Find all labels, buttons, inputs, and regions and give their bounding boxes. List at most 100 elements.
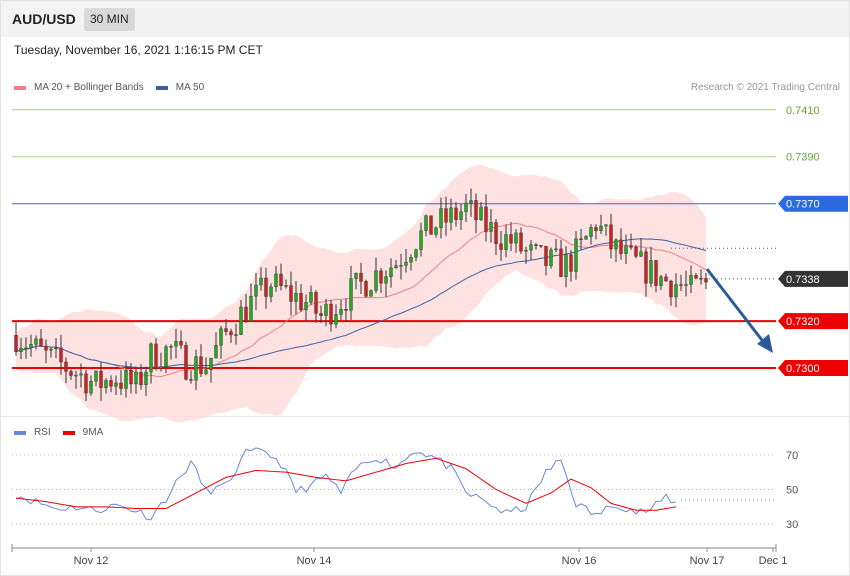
candle-body: [489, 222, 493, 232]
candle: [529, 240, 533, 260]
candle: [139, 364, 143, 390]
candle-body: [704, 278, 708, 283]
candle: [629, 233, 633, 250]
candle: [389, 258, 393, 288]
candle: [379, 267, 383, 293]
candle: [184, 341, 188, 381]
candle-body: [324, 303, 328, 316]
candle: [509, 222, 513, 252]
symbol-title: AUD/USD: [12, 11, 76, 27]
candle: [504, 224, 508, 258]
candle: [549, 247, 553, 269]
candle: [64, 357, 68, 384]
candle: [134, 366, 138, 394]
candle-body: [614, 239, 618, 250]
candle-body: [274, 273, 278, 288]
legend-swatch-rsi: [14, 430, 26, 435]
candle-body: [254, 284, 258, 297]
candle-body: [439, 208, 443, 228]
candle-body: [79, 373, 83, 376]
legend-item-rsi: RSI: [14, 427, 51, 438]
candle: [584, 235, 588, 240]
candle: [209, 357, 213, 383]
candle-body: [474, 200, 478, 221]
candle: [644, 248, 648, 297]
candle: [439, 197, 443, 239]
candle-body: [94, 370, 98, 382]
candle: [374, 257, 378, 294]
candle: [54, 338, 58, 359]
candle: [514, 229, 518, 253]
candle-body: [674, 284, 678, 298]
candle-body: [399, 265, 403, 267]
candle-body: [54, 347, 58, 350]
time-tick-label-2: Nov 16: [562, 555, 597, 567]
candle-body: [239, 306, 243, 335]
candle: [624, 234, 628, 264]
interval-button[interactable]: 30 MIN: [84, 8, 135, 31]
rsi-legend: RSI 9MA: [14, 427, 115, 438]
candle: [309, 285, 313, 306]
candle: [264, 267, 268, 309]
candle: [29, 334, 33, 357]
candle: [109, 375, 113, 393]
candle-body: [479, 206, 483, 221]
candle: [614, 238, 618, 262]
candle: [49, 347, 53, 358]
time-tick-label-3: Nov 17: [690, 555, 725, 567]
candle-body: [624, 245, 628, 254]
candle: [69, 369, 73, 380]
candle-body: [524, 249, 528, 252]
candle-body: [639, 251, 643, 257]
candle: [219, 325, 223, 359]
candle: [59, 335, 63, 375]
candle-body: [354, 272, 358, 279]
current-price-tag: [778, 270, 848, 287]
candle: [479, 201, 483, 221]
candle: [414, 248, 418, 262]
candle: [339, 299, 343, 321]
candle-body: [134, 372, 138, 385]
candle: [194, 349, 198, 391]
candle: [284, 279, 288, 289]
level-label-0: 0.7410: [786, 105, 820, 117]
candle-body: [174, 341, 178, 347]
candle: [359, 262, 363, 295]
level-label-3: 0.7320: [786, 316, 820, 328]
candle-body: [199, 356, 203, 374]
candle-body: [689, 275, 693, 285]
candle-body: [459, 211, 463, 220]
candle-body: [214, 345, 218, 359]
candle: [39, 329, 43, 347]
candle-body: [229, 331, 233, 336]
candle-body: [514, 232, 518, 244]
level-label-2: 0.7370: [786, 199, 820, 211]
candle: [114, 375, 118, 395]
candle: [234, 323, 238, 345]
candle-body: [44, 345, 48, 351]
candle-body: [264, 277, 268, 297]
candle: [34, 335, 38, 350]
candle-body: [629, 245, 633, 248]
forecast-arrow-shaft: [705, 268, 767, 345]
candle-body: [294, 293, 298, 302]
candle: [349, 265, 353, 320]
candle-body: [364, 281, 368, 297]
candle: [574, 231, 578, 280]
candle: [559, 240, 563, 277]
candle-body: [534, 244, 538, 246]
rsi-tick-label-1: 50: [786, 485, 798, 497]
candle: [539, 245, 543, 249]
candle-body: [519, 232, 523, 252]
candle-body: [284, 285, 288, 287]
candle-body: [89, 381, 93, 394]
candle-body: [304, 302, 308, 311]
candle-body: [204, 369, 208, 374]
candle-body: [129, 369, 133, 385]
candle: [659, 274, 663, 291]
candle-body: [109, 380, 113, 387]
candle-body: [244, 306, 248, 322]
candle: [424, 214, 428, 237]
level-tag-3: [778, 313, 848, 330]
